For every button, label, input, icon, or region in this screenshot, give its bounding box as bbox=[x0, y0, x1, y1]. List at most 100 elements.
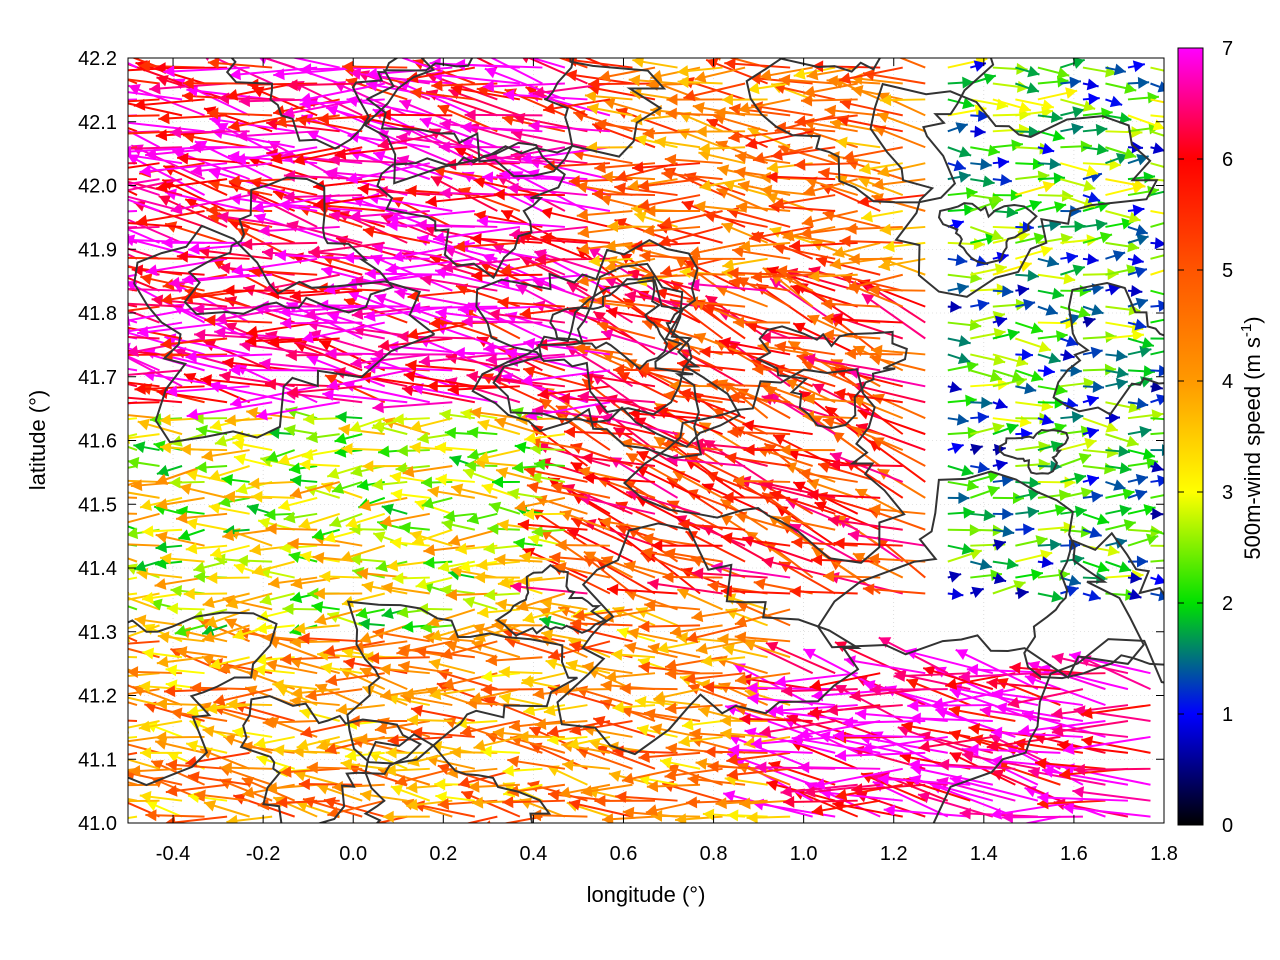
wind-arrow bbox=[969, 586, 985, 599]
wind-arrow bbox=[507, 755, 566, 770]
wind-arrow bbox=[1150, 474, 1164, 487]
wind-arrow bbox=[1127, 457, 1159, 470]
wind-arrow bbox=[128, 195, 183, 212]
colorbar-tick-label: 0 bbox=[1222, 815, 1233, 837]
wind-arrow bbox=[211, 127, 295, 149]
wind-arrow bbox=[947, 492, 970, 505]
wind-arrow bbox=[918, 735, 993, 753]
wind-arrow bbox=[1105, 112, 1132, 124]
wind-arrow bbox=[992, 98, 1032, 114]
wind-arrow bbox=[627, 178, 678, 192]
wind-arrow bbox=[301, 321, 385, 344]
wind-arrow bbox=[203, 800, 250, 818]
wind-arrow bbox=[519, 230, 588, 260]
wind-arrow bbox=[523, 508, 565, 521]
wind-arrow bbox=[306, 354, 386, 388]
wind-arrow bbox=[683, 82, 746, 102]
wind-arrow bbox=[311, 601, 340, 614]
wind-arrow bbox=[632, 58, 678, 69]
wind-arrow bbox=[339, 544, 386, 563]
wind-arrow bbox=[1015, 199, 1042, 212]
wind-arrow bbox=[406, 714, 453, 727]
wind-arrow bbox=[128, 98, 160, 103]
wind-arrow bbox=[1105, 433, 1139, 448]
wind-arrow bbox=[128, 355, 160, 372]
wind-arrow bbox=[282, 603, 318, 615]
wind-arrow bbox=[426, 380, 498, 393]
wind-arrow bbox=[1150, 364, 1164, 377]
wind-arrow bbox=[384, 764, 430, 777]
wind-arrow bbox=[405, 359, 475, 372]
wind-arrow bbox=[1015, 568, 1044, 581]
wind-arrow bbox=[820, 183, 881, 212]
wind-arrow bbox=[750, 735, 836, 750]
wind-arrow bbox=[372, 401, 453, 414]
wind-arrow bbox=[596, 320, 656, 340]
wind-arrow bbox=[586, 141, 633, 154]
wind-arrow bbox=[464, 108, 543, 121]
wind-arrow bbox=[362, 225, 430, 244]
wind-arrow bbox=[128, 605, 138, 611]
wind-arrow bbox=[428, 658, 476, 675]
contour-line bbox=[937, 202, 1038, 265]
wind-arrow bbox=[141, 591, 183, 604]
wind-arrow bbox=[236, 554, 273, 567]
wind-arrow bbox=[677, 65, 723, 78]
wind-arrow bbox=[1015, 321, 1044, 334]
wind-arrow bbox=[660, 210, 723, 229]
wind-arrow bbox=[992, 557, 1019, 570]
wind-arrow bbox=[364, 267, 453, 280]
wind-arrow bbox=[621, 767, 678, 785]
wind-arrow bbox=[128, 98, 138, 101]
wind-arrow bbox=[681, 718, 723, 731]
wind-arrow bbox=[991, 769, 1061, 802]
wind-arrow bbox=[992, 474, 1014, 487]
wind-arrow bbox=[480, 670, 520, 683]
contour-line bbox=[549, 276, 669, 371]
wind-arrow bbox=[1105, 178, 1146, 191]
wind-arrow bbox=[128, 78, 160, 85]
wind-arrow bbox=[901, 720, 971, 738]
wind-arrow bbox=[947, 588, 964, 600]
contour-line bbox=[816, 470, 1145, 679]
wind-arrow bbox=[194, 328, 273, 341]
wind-arrow bbox=[163, 65, 250, 78]
wind-arrow bbox=[1060, 349, 1075, 361]
wind-arrow bbox=[727, 809, 768, 822]
wind-arrow bbox=[128, 735, 138, 739]
orography-contours bbox=[128, 58, 1164, 823]
wind-arrow bbox=[1082, 394, 1100, 407]
wind-arrow bbox=[410, 726, 475, 739]
colorbar-tick-label: 4 bbox=[1222, 371, 1233, 393]
wind-arrow bbox=[1150, 269, 1164, 276]
wind-arrow bbox=[396, 640, 453, 657]
wind-arrow bbox=[699, 178, 746, 192]
wind-arrow bbox=[714, 106, 768, 119]
wind-arrow bbox=[1127, 297, 1149, 310]
contour-line bbox=[932, 638, 1164, 823]
wind-arrow bbox=[947, 360, 979, 373]
wind-arrow bbox=[970, 175, 995, 188]
wind-arrow bbox=[1060, 98, 1096, 112]
wind-arrow bbox=[947, 104, 987, 117]
wind-arrow bbox=[325, 672, 385, 687]
wind-arrow bbox=[128, 349, 160, 356]
wind-arrow bbox=[600, 413, 678, 436]
wind-arrow bbox=[778, 74, 836, 87]
wind-arrow bbox=[435, 791, 475, 804]
wind-arrow bbox=[128, 228, 160, 244]
wind-arrow bbox=[386, 559, 430, 572]
wind-arrow bbox=[216, 211, 295, 228]
wind-arrow bbox=[293, 146, 363, 166]
wind-arrow bbox=[306, 130, 386, 165]
wind-arrow bbox=[563, 426, 633, 439]
wind-arrow bbox=[526, 481, 588, 499]
wind-arrow bbox=[1034, 757, 1106, 770]
wind-arrow bbox=[947, 122, 969, 134]
wind-arrow bbox=[443, 510, 475, 523]
wind-arrow bbox=[1060, 106, 1085, 118]
wind-arrow bbox=[732, 475, 791, 488]
wind-arrow bbox=[128, 512, 160, 524]
wind-arrow bbox=[128, 288, 138, 292]
wind-arrow bbox=[540, 232, 611, 245]
